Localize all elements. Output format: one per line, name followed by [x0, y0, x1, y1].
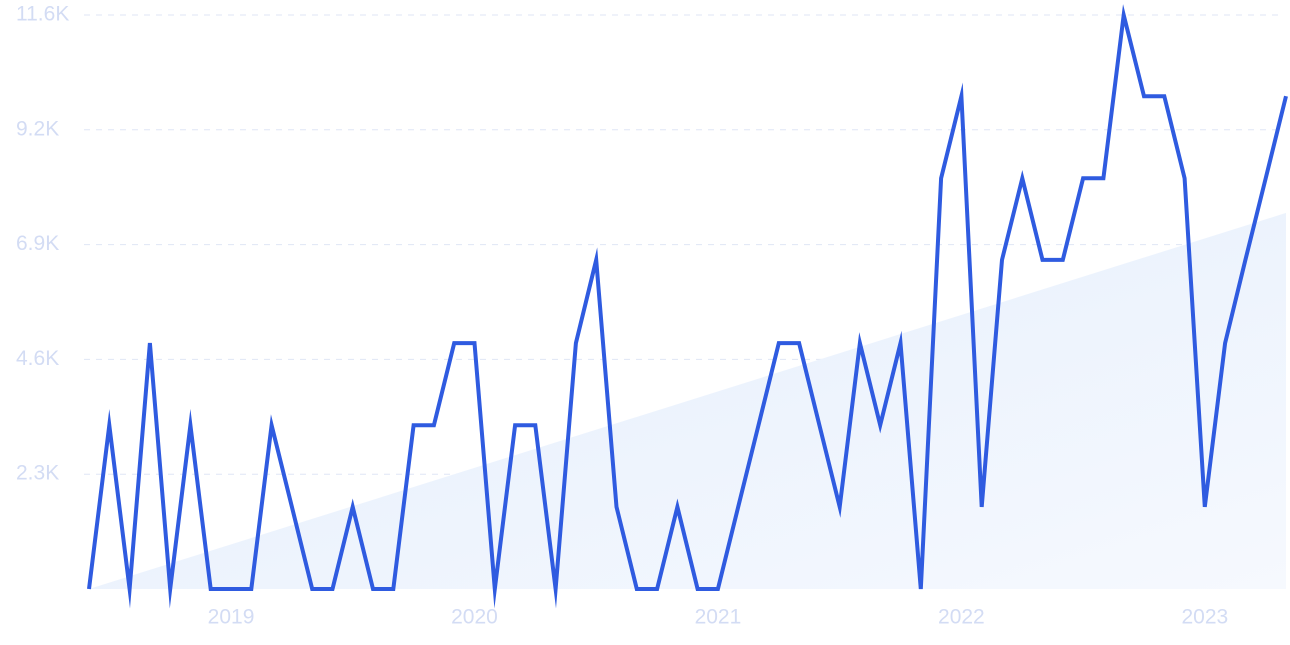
y-tick-label: 11.6K: [16, 3, 69, 26]
x-tick-label: 2021: [695, 606, 742, 629]
y-tick-label: 4.6K: [16, 347, 59, 370]
x-tick-label: 2023: [1181, 606, 1228, 629]
y-tick-label: 6.9K: [16, 232, 59, 255]
x-tick-label: 2022: [938, 606, 985, 629]
y-tick-label: 2.3K: [16, 462, 59, 485]
y-tick-label: 9.2K: [16, 117, 59, 140]
trend-area: [89, 212, 1286, 589]
series-line: [87, 4, 1288, 609]
x-tick-label: 2020: [451, 606, 498, 629]
x-tick-label: 2019: [208, 606, 255, 629]
